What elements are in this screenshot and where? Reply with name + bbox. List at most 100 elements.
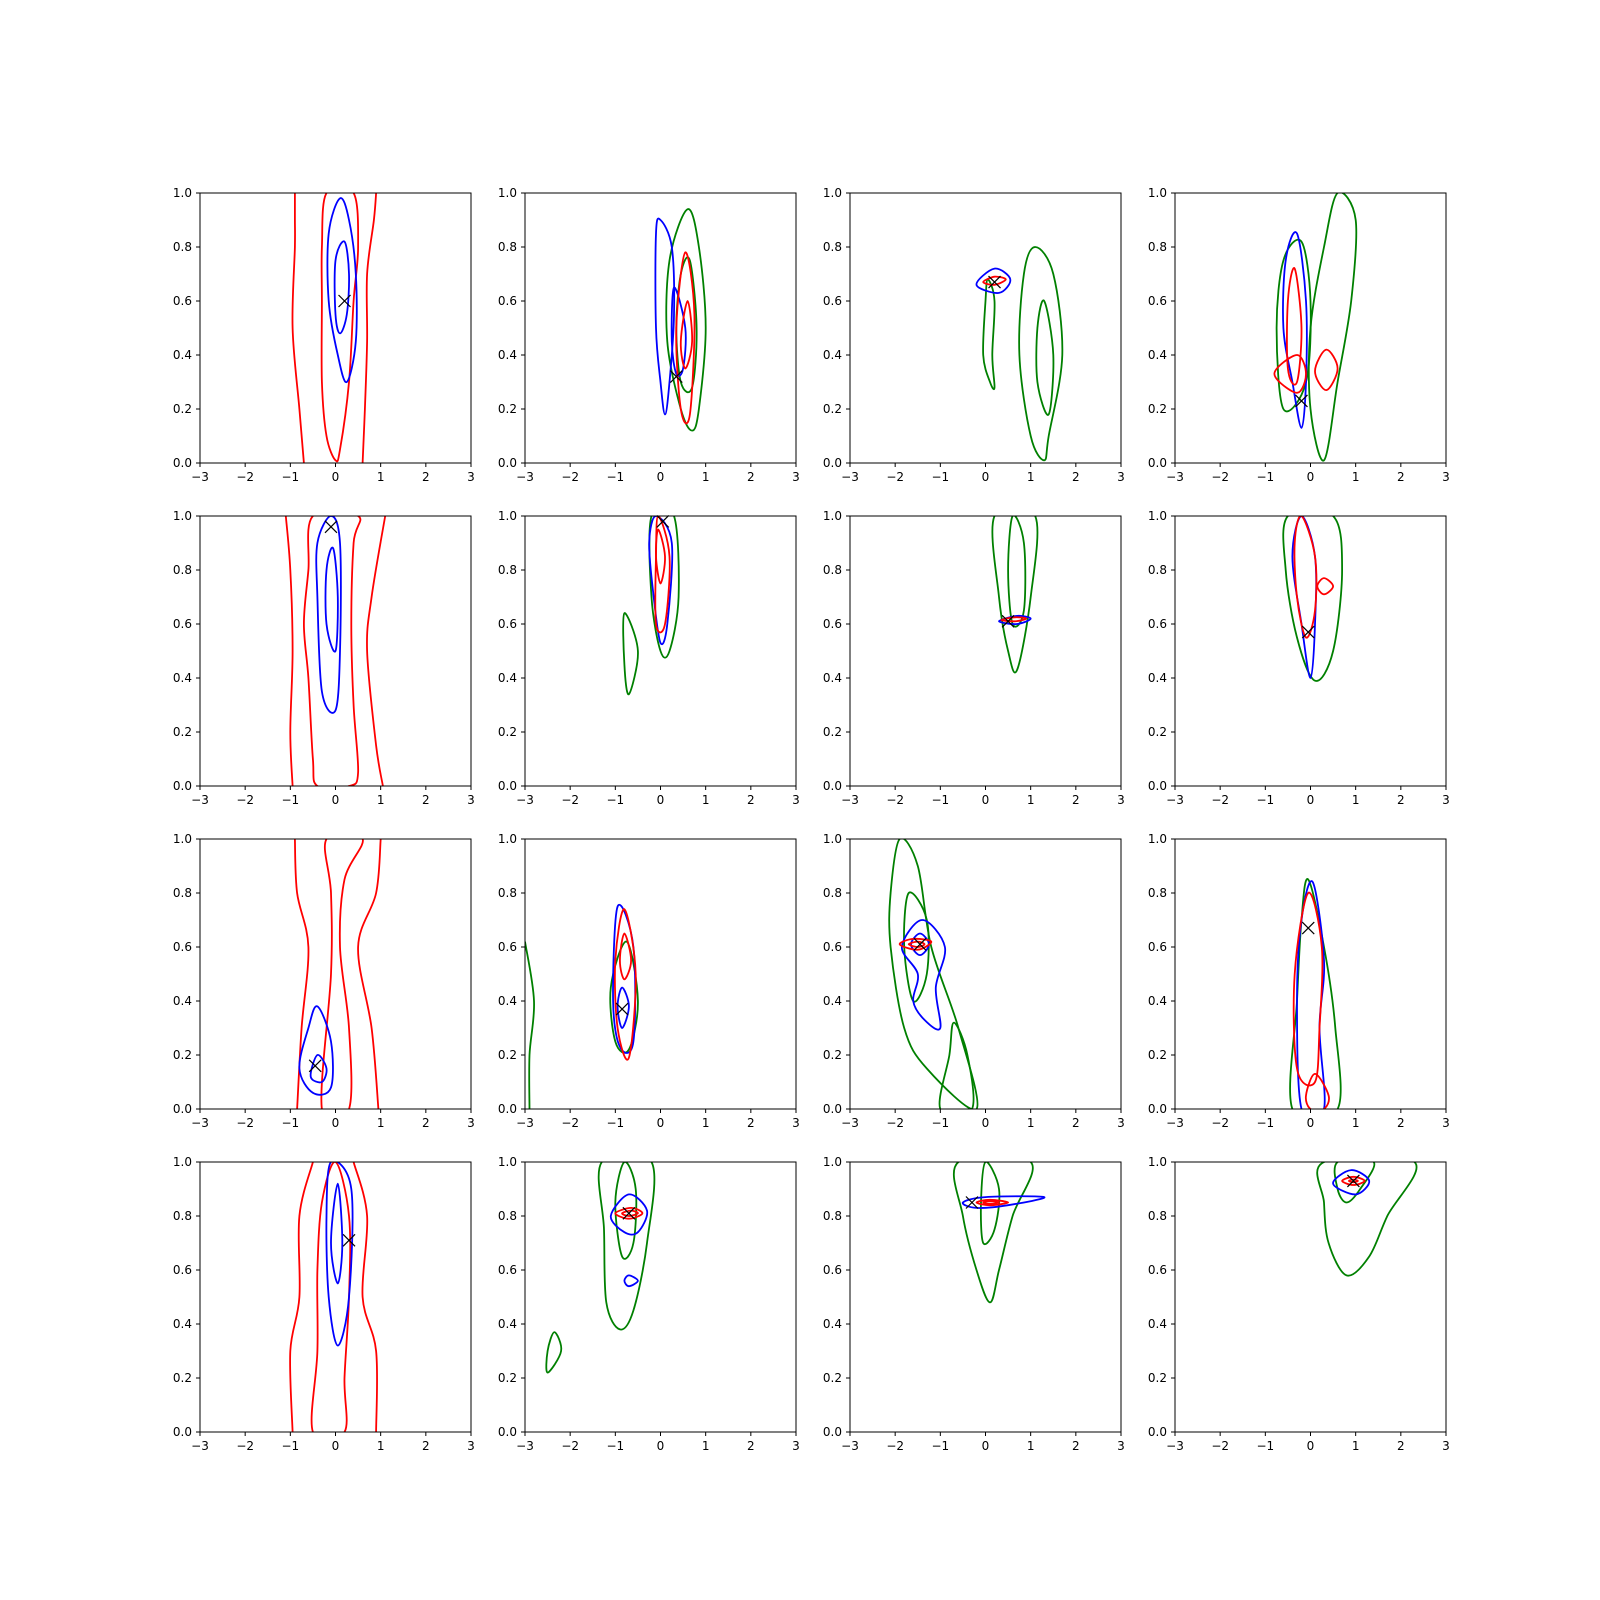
- x-marker-stroke: [988, 275, 1001, 289]
- x-tick-label: 2: [422, 793, 430, 807]
- x-tick-label: −3: [516, 470, 534, 484]
- blue-contour: [325, 1162, 354, 1347]
- x-tick-label: 3: [1442, 470, 1450, 484]
- y-tick-label: 0.6: [823, 617, 842, 631]
- x-tick-label: 0: [332, 1439, 340, 1453]
- y-tick-label: 0.6: [498, 294, 517, 308]
- y-tick-label: 1.0: [823, 832, 842, 846]
- y-tick-label: 1.0: [498, 509, 517, 523]
- x-marker: [988, 275, 1001, 289]
- green-contour: [888, 839, 979, 1109]
- blue-contour: [670, 286, 687, 378]
- y-tick-label: 0.8: [173, 886, 192, 900]
- green-contour: [1316, 1162, 1418, 1277]
- red-contour: [619, 932, 632, 981]
- red-contour: [1000, 616, 1028, 623]
- y-tick-label: 1.0: [498, 186, 517, 200]
- x-tick-label: 3: [467, 793, 475, 807]
- y-tick-label: 0.6: [498, 1263, 517, 1277]
- x-tick-label: 1: [702, 470, 710, 484]
- y-tick-label: 1.0: [1148, 832, 1167, 846]
- x-marker-stroke: [342, 1233, 356, 1247]
- y-tick-label: 0.0: [823, 1425, 842, 1439]
- x-marker: [965, 1196, 979, 1209]
- y-tick-label: 0.8: [1148, 886, 1167, 900]
- x-tick-label: 2: [1397, 470, 1405, 484]
- y-tick-label: 1.0: [173, 509, 192, 523]
- x-tick-label: 3: [792, 793, 800, 807]
- y-tick-label: 1.0: [1148, 1155, 1167, 1169]
- blue-contour: [1291, 516, 1318, 679]
- contour-layer: [1289, 878, 1342, 1109]
- green-contour: [938, 1021, 975, 1109]
- red-contour: [366, 516, 387, 786]
- x-tick-label: −3: [516, 1439, 534, 1453]
- red-contour: [289, 1162, 314, 1432]
- x-tick-label: 3: [1442, 793, 1450, 807]
- red-contour: [1286, 267, 1303, 386]
- x-marker: [342, 1233, 356, 1247]
- green-contour: [982, 278, 996, 391]
- axes-frame: [849, 838, 1122, 1110]
- y-tick-label: 0.6: [823, 1263, 842, 1277]
- y-tick-label: 0.2: [1148, 402, 1167, 416]
- blue-contour: [961, 1195, 1046, 1209]
- x-marker: [669, 370, 683, 384]
- green-contour: [622, 612, 639, 696]
- x-tick-label: 1: [1352, 1116, 1360, 1130]
- x-tick-label: −2: [1211, 793, 1229, 807]
- x-tick-label: 2: [1072, 793, 1080, 807]
- y-tick-label: 0.6: [1148, 940, 1167, 954]
- y-tick-label: 1.0: [498, 1155, 517, 1169]
- y-tick-label: 0.4: [823, 348, 842, 362]
- red-contour: [320, 193, 360, 463]
- axes-frame: [1174, 838, 1447, 1110]
- y-tick-label: 0.8: [173, 1209, 192, 1223]
- y-tick-label: 0.0: [823, 1102, 842, 1116]
- green-contour: [665, 208, 707, 432]
- y-tick-label: 0.8: [1148, 563, 1167, 577]
- x-marker: [615, 1002, 629, 1016]
- x-tick-label: 0: [1307, 793, 1315, 807]
- red-contour: [284, 516, 294, 786]
- blue-contour: [609, 1193, 649, 1236]
- red-contour: [294, 839, 310, 1109]
- blue-contour: [901, 919, 947, 1031]
- x-tick-label: 3: [467, 470, 475, 484]
- subplot-r1-c2: −3 −2 −1 0 1 2 3 0.0 0.2 0.4 0.6 0.8 1.0: [823, 509, 1125, 807]
- x-tick-label: −2: [561, 1116, 579, 1130]
- y-tick-label: 0.8: [498, 1209, 517, 1223]
- y-tick-label: 0.8: [823, 240, 842, 254]
- x-tick-label: 3: [792, 470, 800, 484]
- contour-layer: [622, 516, 680, 696]
- x-tick-label: 1: [377, 1116, 385, 1130]
- x-tick-label: 1: [1352, 470, 1360, 484]
- y-tick-label: 0.4: [173, 348, 192, 362]
- x-marker-stroke: [1346, 1174, 1360, 1188]
- y-tick-label: 0.2: [173, 402, 192, 416]
- contour-layer: [525, 903, 639, 1109]
- x-tick-label: 3: [792, 1116, 800, 1130]
- x-tick-label: −2: [1211, 470, 1229, 484]
- blue-contour: [326, 197, 358, 383]
- x-tick-label: −1: [931, 1439, 949, 1453]
- red-contour: [320, 839, 364, 1109]
- x-tick-label: −2: [1211, 1439, 1229, 1453]
- red-contour: [1304, 1073, 1330, 1109]
- x-tick-label: −3: [191, 1116, 209, 1130]
- y-tick-label: 1.0: [823, 1155, 842, 1169]
- x-tick-label: −2: [886, 793, 904, 807]
- y-tick-label: 0.2: [173, 725, 192, 739]
- red-contour: [1273, 354, 1307, 394]
- x-tick-label: −2: [236, 1439, 254, 1453]
- y-tick-label: 0.4: [1148, 348, 1167, 362]
- red-contour: [655, 528, 666, 585]
- y-tick-label: 0.8: [1148, 240, 1167, 254]
- x-tick-label: −3: [1166, 1116, 1184, 1130]
- x-tick-label: −2: [886, 1116, 904, 1130]
- y-tick-label: 0.6: [173, 940, 192, 954]
- y-tick-label: 1.0: [1148, 186, 1167, 200]
- blue-contour: [333, 240, 350, 335]
- subplot-r0-c0: −3 −2 −1 0 1 2 3 0.0 0.2 0.4 0.6 0.8 1.0: [173, 186, 475, 484]
- x-tick-label: 3: [1442, 1116, 1450, 1130]
